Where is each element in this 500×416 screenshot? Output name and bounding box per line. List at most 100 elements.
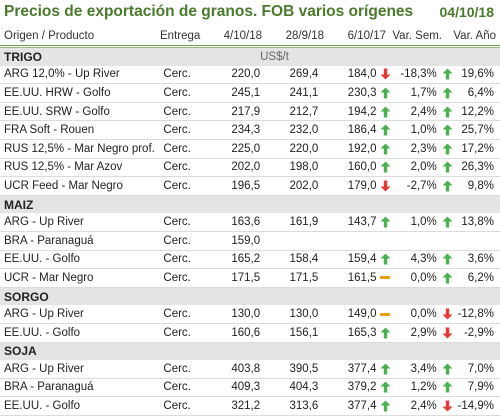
price-week-ago: 220,0: [260, 139, 319, 159]
delivery: Cerc.: [159, 396, 206, 416]
yearly-trend-cell: [436, 231, 458, 251]
price-current: 234,3: [205, 120, 261, 140]
delivery: Cerc.: [159, 176, 206, 196]
yearly-change: 3,6%: [457, 250, 500, 270]
column-header-row: Origen / Producto Entrega 4/10/18 28/9/1…: [0, 27, 500, 46]
table-row: RUS 12,5% - Mar Azov Cerc. 202,0 198,0 160,0…: [0, 158, 500, 178]
yearly-change: 6,2%: [457, 268, 500, 288]
price-week-ago: 198,0: [260, 158, 319, 178]
table-row: EE.UU. HRW - Golfo Cerc. 245,1 241,1 230,3 1,…: [0, 83, 500, 103]
delivery: Cerc.: [159, 231, 206, 251]
weekly-trend-cell: [376, 139, 394, 159]
flat-dash-icon: [380, 276, 391, 280]
price-year-ago: 160,0: [318, 158, 377, 178]
header-origen: Origen / Producto: [4, 30, 95, 42]
weekly-trend-cell: [376, 305, 394, 324]
weekly-change: 1,2%: [393, 378, 437, 398]
weekly-trend-cell: [376, 323, 394, 343]
arrow-down-icon: [380, 68, 391, 80]
product-name: EE.UU. - Golfo: [0, 250, 160, 270]
yearly-trend-cell: [436, 323, 458, 343]
price-year-ago: 179,0: [318, 176, 377, 196]
product-name: UCR Feed - Mar Negro: [0, 176, 160, 196]
table-row: BRA - Paranaguá Cerc. 159,0: [0, 231, 500, 251]
yearly-trend-cell: [436, 213, 458, 232]
arrow-up-icon: [380, 124, 391, 136]
price-current: 196,5: [205, 176, 261, 196]
table-row: FRA Soft - Rouen Cerc. 234,3 232,0 186,4 1,0%…: [0, 120, 500, 140]
price-week-ago: 313,6: [260, 396, 319, 416]
price-current: 217,9: [205, 102, 261, 122]
arrow-up-icon: [442, 68, 453, 80]
yearly-trend-cell: [436, 396, 458, 416]
weekly-change: 1,0%: [393, 120, 437, 140]
delivery: Cerc.: [159, 360, 206, 379]
weekly-trend-cell: [376, 83, 394, 103]
price-week-ago: 161,9: [260, 213, 319, 232]
product-name: EE.UU. - Golfo: [0, 323, 160, 343]
table-row: ARG - Up River Cerc. 403,8 390,5 377,4 3,4% 7,…: [0, 360, 500, 379]
arrow-up-icon: [380, 216, 391, 228]
weekly-trend-cell: [376, 120, 394, 140]
section-spacer: [260, 341, 500, 361]
weekly-trend-cell: [376, 231, 394, 251]
table-row: ARG - Up River Cerc. 163,6 161,9 143,7 1,0% 13…: [0, 213, 500, 232]
weekly-trend-cell: [376, 65, 394, 85]
arrow-up-icon: [442, 180, 453, 192]
weekly-trend-cell: [376, 158, 394, 178]
price-year-ago: 159,4: [318, 250, 377, 270]
yearly-change: 17,2%: [457, 139, 500, 159]
section-header-maiz: MAIZ: [0, 194, 500, 214]
yearly-trend-cell: [436, 360, 458, 379]
arrow-down-icon: [442, 308, 453, 320]
weekly-change: 2,0%: [393, 158, 437, 178]
arrow-down-icon: [380, 180, 391, 192]
arrow-up-icon: [442, 143, 453, 155]
yearly-trend-cell: [436, 305, 458, 324]
price-current: 321,2: [205, 396, 261, 416]
table-row: BRA - Paranaguá Cerc. 409,3 404,3 379,2 1,2% 7…: [0, 378, 500, 398]
price-week-ago: 158,4: [260, 250, 319, 270]
table-row: UCR Feed - Mar Negro Cerc. 196,5 202,0 179,0…: [0, 176, 500, 196]
weekly-trend-cell: [376, 250, 394, 270]
price-year-ago: 194,2: [318, 102, 377, 122]
product-name: BRA - Paranaguá: [0, 231, 160, 251]
price-current: 220,0: [205, 65, 261, 85]
weekly-change: 1,0%: [393, 213, 437, 232]
price-year-ago: 377,4: [318, 360, 377, 379]
table-row: EE.UU. - Golfo Cerc. 165,2 158,4 159,4 4,3% 3,…: [0, 250, 500, 270]
yearly-trend-cell: [436, 268, 458, 288]
arrow-up-icon: [380, 87, 391, 99]
price-report: Precios de exportación de granos. FOB va…: [0, 3, 500, 416]
arrow-up-icon: [442, 272, 453, 284]
price-week-ago: [260, 231, 319, 251]
arrow-down-icon: [442, 400, 453, 412]
arrow-up-icon: [442, 216, 453, 228]
yearly-trend-cell: [436, 83, 458, 103]
arrow-down-icon: [442, 327, 453, 339]
price-current: 409,3: [205, 378, 261, 398]
section-title: SORGO: [0, 286, 261, 306]
section-header-trigo: TRIGO US$/t: [0, 46, 500, 66]
header-entrega: Entrega: [160, 30, 201, 42]
yearly-change: 7,0%: [457, 360, 500, 379]
weekly-trend-cell: [376, 378, 394, 398]
section-title: TRIGO: [0, 46, 261, 66]
weekly-trend-cell: [376, 360, 394, 379]
product-name: ARG 12,0% - Up River: [0, 65, 160, 85]
price-year-ago: 230,3: [318, 83, 377, 103]
price-current: 163,6: [205, 213, 261, 232]
price-week-ago: 212,7: [260, 102, 319, 122]
header-date-1: 4/10/18: [223, 30, 262, 42]
yearly-change: -14,9%: [457, 396, 500, 416]
weekly-change: 2,9%: [393, 323, 437, 343]
table-row: EE.UU. SRW - Golfo Cerc. 217,9 212,7 194,2 2,…: [0, 102, 500, 122]
yearly-change: 19,6%: [457, 65, 500, 85]
price-week-ago: 390,5: [260, 360, 319, 379]
table-row: UCR - Mar Negro Cerc. 171,5 171,5 161,5 0,0% 6…: [0, 268, 500, 288]
weekly-change: 0,0%: [393, 305, 437, 324]
weekly-trend-cell: [376, 268, 394, 288]
weekly-trend-cell: [376, 102, 394, 122]
weekly-trend-cell: [376, 213, 394, 232]
weekly-change: -2,7%: [393, 176, 437, 196]
